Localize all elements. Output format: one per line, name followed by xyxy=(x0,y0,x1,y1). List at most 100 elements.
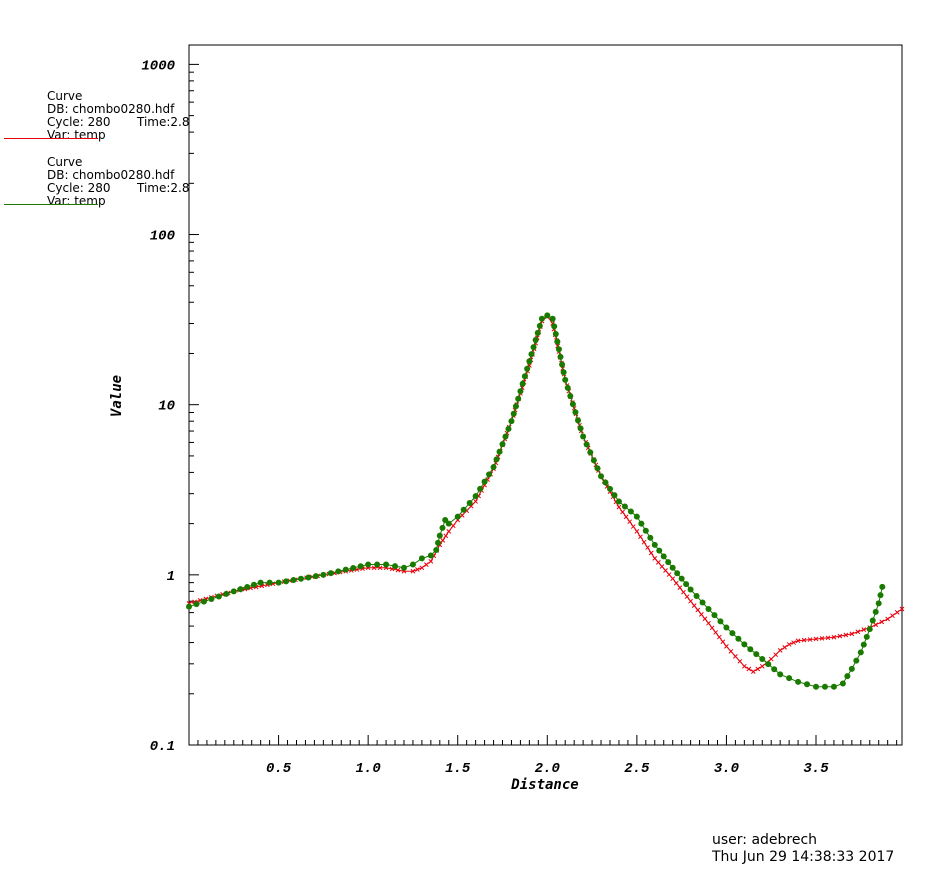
data-point xyxy=(552,331,559,338)
data-point xyxy=(633,513,640,520)
data-point xyxy=(630,524,636,529)
data-point xyxy=(844,673,851,680)
data-point xyxy=(645,545,650,550)
data-point xyxy=(208,596,215,603)
data-point xyxy=(683,581,690,588)
data-point xyxy=(681,589,686,595)
data-point xyxy=(768,656,774,662)
data-point xyxy=(560,369,567,376)
series-layer xyxy=(186,312,905,690)
data-point xyxy=(508,418,515,425)
legend-time: Time:2.8 xyxy=(137,181,189,195)
data-point xyxy=(687,586,694,593)
legend-time: Time:2.8 xyxy=(137,115,189,129)
data-point xyxy=(899,606,905,612)
data-point xyxy=(750,669,756,674)
data-point xyxy=(621,503,628,510)
data-point xyxy=(230,588,237,595)
data-point xyxy=(512,403,519,410)
data-point xyxy=(490,464,497,471)
data-point xyxy=(583,441,590,448)
data-point xyxy=(305,574,312,581)
data-point xyxy=(830,683,837,690)
data-point xyxy=(735,635,742,642)
data-point xyxy=(193,601,200,608)
data-point xyxy=(777,647,783,653)
data-point xyxy=(496,448,503,455)
data-point xyxy=(773,652,779,658)
y-tick-label: 0.1 xyxy=(150,739,175,755)
data-point xyxy=(616,504,622,510)
data-point xyxy=(861,627,867,633)
data-point xyxy=(759,656,766,663)
data-point xyxy=(383,561,390,568)
data-point xyxy=(678,575,685,582)
data-point xyxy=(290,577,297,584)
data-point xyxy=(606,485,613,492)
legend-db: DB: chombo0280.hdf xyxy=(47,168,175,182)
data-point xyxy=(665,559,672,566)
data-point xyxy=(860,641,867,648)
legend-swatch-red xyxy=(4,138,98,139)
data-point xyxy=(839,680,846,687)
data-point xyxy=(237,586,244,593)
data-point xyxy=(186,603,192,610)
data-point xyxy=(849,631,855,637)
data-point xyxy=(638,534,643,540)
data-point xyxy=(443,533,449,539)
data-point xyxy=(250,581,257,588)
data-point xyxy=(879,583,886,590)
data-point xyxy=(415,567,420,572)
data-point xyxy=(875,600,882,607)
data-point xyxy=(702,616,708,622)
data-point xyxy=(771,666,778,673)
data-point xyxy=(590,457,597,464)
data-point xyxy=(885,616,891,622)
data-point xyxy=(446,529,452,534)
data-point xyxy=(673,580,679,586)
data-point xyxy=(297,575,304,582)
data-point xyxy=(460,506,467,513)
data-point xyxy=(215,593,222,600)
data-point xyxy=(801,637,807,643)
data-point xyxy=(713,630,719,635)
data-point xyxy=(666,572,672,577)
legend-var: Var: temp xyxy=(47,128,106,142)
x-tick-label: 1.0 xyxy=(356,761,381,777)
data-point xyxy=(477,485,484,492)
data-point xyxy=(517,388,524,395)
data-point xyxy=(656,560,661,565)
data-point xyxy=(879,619,885,625)
data-point xyxy=(342,566,349,573)
data-point xyxy=(440,538,446,543)
x-tick-label: 2.0 xyxy=(535,761,560,777)
data-point xyxy=(669,564,676,571)
data-point xyxy=(642,527,649,534)
data-point xyxy=(559,361,566,368)
data-point xyxy=(660,553,667,560)
data-point xyxy=(450,523,456,529)
axis-ticks xyxy=(189,63,898,746)
data-point xyxy=(634,529,640,534)
x-axis-title: Distance xyxy=(510,777,578,793)
data-point xyxy=(723,624,730,631)
data-point xyxy=(436,532,443,539)
data-point xyxy=(365,561,372,568)
data-point xyxy=(454,513,461,520)
data-point xyxy=(418,555,425,562)
data-point xyxy=(753,651,760,658)
data-point xyxy=(786,675,793,682)
data-point xyxy=(627,519,633,525)
data-point xyxy=(863,633,870,640)
data-point xyxy=(562,376,569,383)
data-point xyxy=(843,632,849,638)
tick-labels: 0.5 1.0 1.5 2.0 2.5 3.0 3.5 0.1 1 10 100 1000 xyxy=(141,58,829,777)
data-point xyxy=(577,425,584,432)
data-point xyxy=(729,630,736,637)
data-point xyxy=(670,576,676,581)
y-tick-label: 100 xyxy=(150,229,175,245)
series-2 xyxy=(186,312,886,690)
data-point xyxy=(534,329,541,336)
data-point xyxy=(720,639,726,645)
data-point xyxy=(572,409,579,416)
